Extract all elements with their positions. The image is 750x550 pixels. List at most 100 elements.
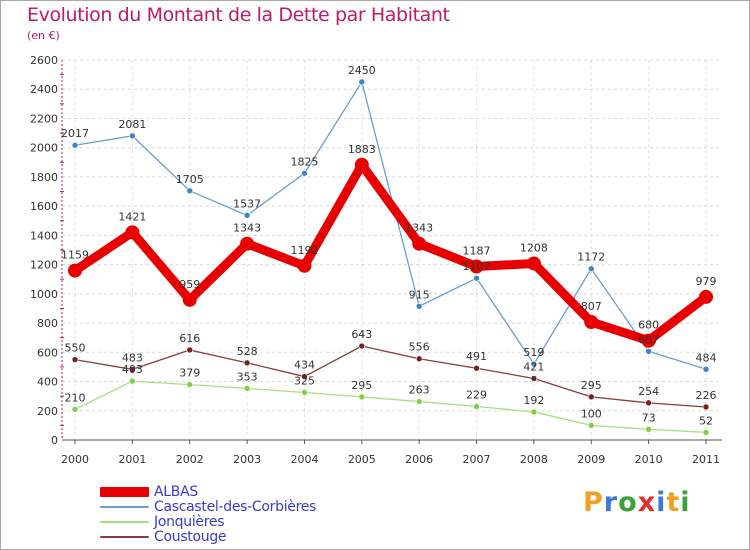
logo-letter: P <box>583 487 604 518</box>
data-point-cascastel-des-corbi-res <box>473 274 480 282</box>
data-label-coustouge: 434 <box>294 359 315 372</box>
data-point-cascastel-des-corbi-res <box>129 132 136 140</box>
data-label-jonqui-res: 263 <box>409 384 430 397</box>
data-point-cascastel-des-corbi-res <box>645 347 652 355</box>
data-point-albas <box>297 258 312 273</box>
data-label-coustouge: 643 <box>351 328 372 341</box>
data-point-albas <box>699 289 713 304</box>
y-tick-label: 400 <box>37 376 58 389</box>
data-point-coustouge <box>71 356 79 363</box>
data-point-cascastel-des-corbi-res <box>358 78 366 86</box>
data-label-jonqui-res: 353 <box>237 370 258 383</box>
data-label-cascastel-des-corbi-res: 484 <box>696 351 717 364</box>
data-point-albas <box>125 225 140 240</box>
data-point-coustouge <box>301 373 308 380</box>
data-label-jonqui-res: 403 <box>122 363 143 376</box>
data-label-coustouge: 550 <box>65 342 86 355</box>
data-label-cascastel-des-corbi-res: 1537 <box>233 197 261 210</box>
data-label-cascastel-des-corbi-res: 2017 <box>61 127 89 140</box>
data-point-jonqui-res <box>473 403 480 410</box>
data-label-coustouge: 226 <box>696 389 717 402</box>
data-point-jonqui-res <box>358 393 366 401</box>
data-label-cascastel-des-corbi-res: 1825 <box>290 155 318 168</box>
y-tick-label: 1600 <box>30 200 58 213</box>
data-point-cascastel-des-corbi-res <box>301 169 308 177</box>
data-label-albas: 680 <box>638 319 659 332</box>
proxiti-logo: Proxiti <box>583 487 691 518</box>
data-label-albas: 1159 <box>61 249 89 262</box>
y-tick-label: 1800 <box>30 171 58 184</box>
data-label-cascastel-des-corbi-res: 519 <box>523 346 544 359</box>
data-point-cascastel-des-corbi-res <box>702 365 710 373</box>
data-label-albas: 1187 <box>463 245 491 258</box>
data-label-albas: 1883 <box>348 143 376 156</box>
data-label-cascastel-des-corbi-res: 1705 <box>176 173 204 186</box>
data-label-jonqui-res: 100 <box>581 407 602 420</box>
x-tick-label: 2009 <box>577 453 605 466</box>
data-point-coustouge <box>358 342 366 350</box>
x-tick-label: 2010 <box>635 453 663 466</box>
data-label-coustouge: 254 <box>638 385 659 398</box>
data-label-albas: 979 <box>696 275 717 288</box>
data-label-coustouge: 295 <box>581 379 602 392</box>
y-tick-label: 200 <box>37 405 58 418</box>
data-label-jonqui-res: 73 <box>642 411 656 424</box>
data-point-cascastel-des-corbi-res <box>587 265 595 273</box>
y-tick-label: 2600 <box>30 54 58 67</box>
data-point-coustouge <box>645 399 652 407</box>
data-point-albas <box>641 333 656 348</box>
data-label-albas: 1208 <box>520 241 548 254</box>
data-point-cascastel-des-corbi-res <box>71 141 79 149</box>
data-point-cascastel-des-corbi-res <box>243 212 251 219</box>
data-label-albas: 959 <box>179 278 200 291</box>
data-point-albas <box>182 292 197 307</box>
series-line-coustouge <box>74 345 707 408</box>
data-point-coustouge <box>702 403 710 411</box>
data-label-jonqui-res: 379 <box>179 367 200 380</box>
x-tick-label: 2004 <box>290 453 318 466</box>
data-label-albas: 1192 <box>290 244 318 257</box>
data-point-albas <box>68 263 82 278</box>
x-tick-label: 2002 <box>176 453 204 466</box>
legend-label-coustouge: Coustouge <box>154 529 227 545</box>
data-point-coustouge <box>530 375 538 382</box>
series-line-albas <box>70 160 711 346</box>
logo-letter: t <box>666 487 681 518</box>
data-label-cascastel-des-corbi-res: 915 <box>409 288 430 301</box>
legend-swatch-albas <box>100 487 149 497</box>
x-tick-label: 2011 <box>692 453 720 466</box>
y-tick-label: 1200 <box>30 259 58 272</box>
legend-label-cascastel: Cascastel-des-Corbières <box>154 499 317 515</box>
data-point-albas <box>354 157 369 172</box>
y-tick-label: 1400 <box>30 229 58 242</box>
data-point-jonqui-res <box>702 429 710 436</box>
data-label-coustouge: 483 <box>122 351 143 364</box>
data-label-coustouge: 491 <box>466 350 487 363</box>
data-label-coustouge: 616 <box>179 332 200 345</box>
data-point-jonqui-res <box>71 406 79 413</box>
data-label-jonqui-res: 52 <box>699 414 713 427</box>
data-label-cascastel-des-corbi-res: 1107 <box>463 260 491 273</box>
y-tick-label: 2400 <box>30 83 58 96</box>
logo-letter: x <box>637 487 657 518</box>
data-point-jonqui-res <box>301 389 308 396</box>
legend-swatch-coustouge <box>100 536 149 538</box>
data-label-albas: 1421 <box>118 210 146 223</box>
data-point-jonqui-res <box>530 408 538 416</box>
data-label-jonqui-res: 210 <box>65 391 86 404</box>
legend-label-jonquieres: Jonquières <box>154 514 225 530</box>
data-point-coustouge <box>243 359 251 367</box>
data-point-coustouge <box>415 355 423 363</box>
data-label-coustouge: 556 <box>409 341 430 354</box>
data-point-albas <box>240 236 255 251</box>
data-label-albas: 1343 <box>233 222 261 235</box>
x-tick-label: 2006 <box>405 453 433 466</box>
data-label-albas: 1343 <box>405 222 433 235</box>
x-tick-label: 2001 <box>118 453 146 466</box>
data-point-albas <box>469 259 484 274</box>
data-label-cascastel-des-corbi-res: 2081 <box>118 118 146 131</box>
data-point-albas <box>584 315 599 330</box>
data-point-jonqui-res <box>243 385 251 392</box>
